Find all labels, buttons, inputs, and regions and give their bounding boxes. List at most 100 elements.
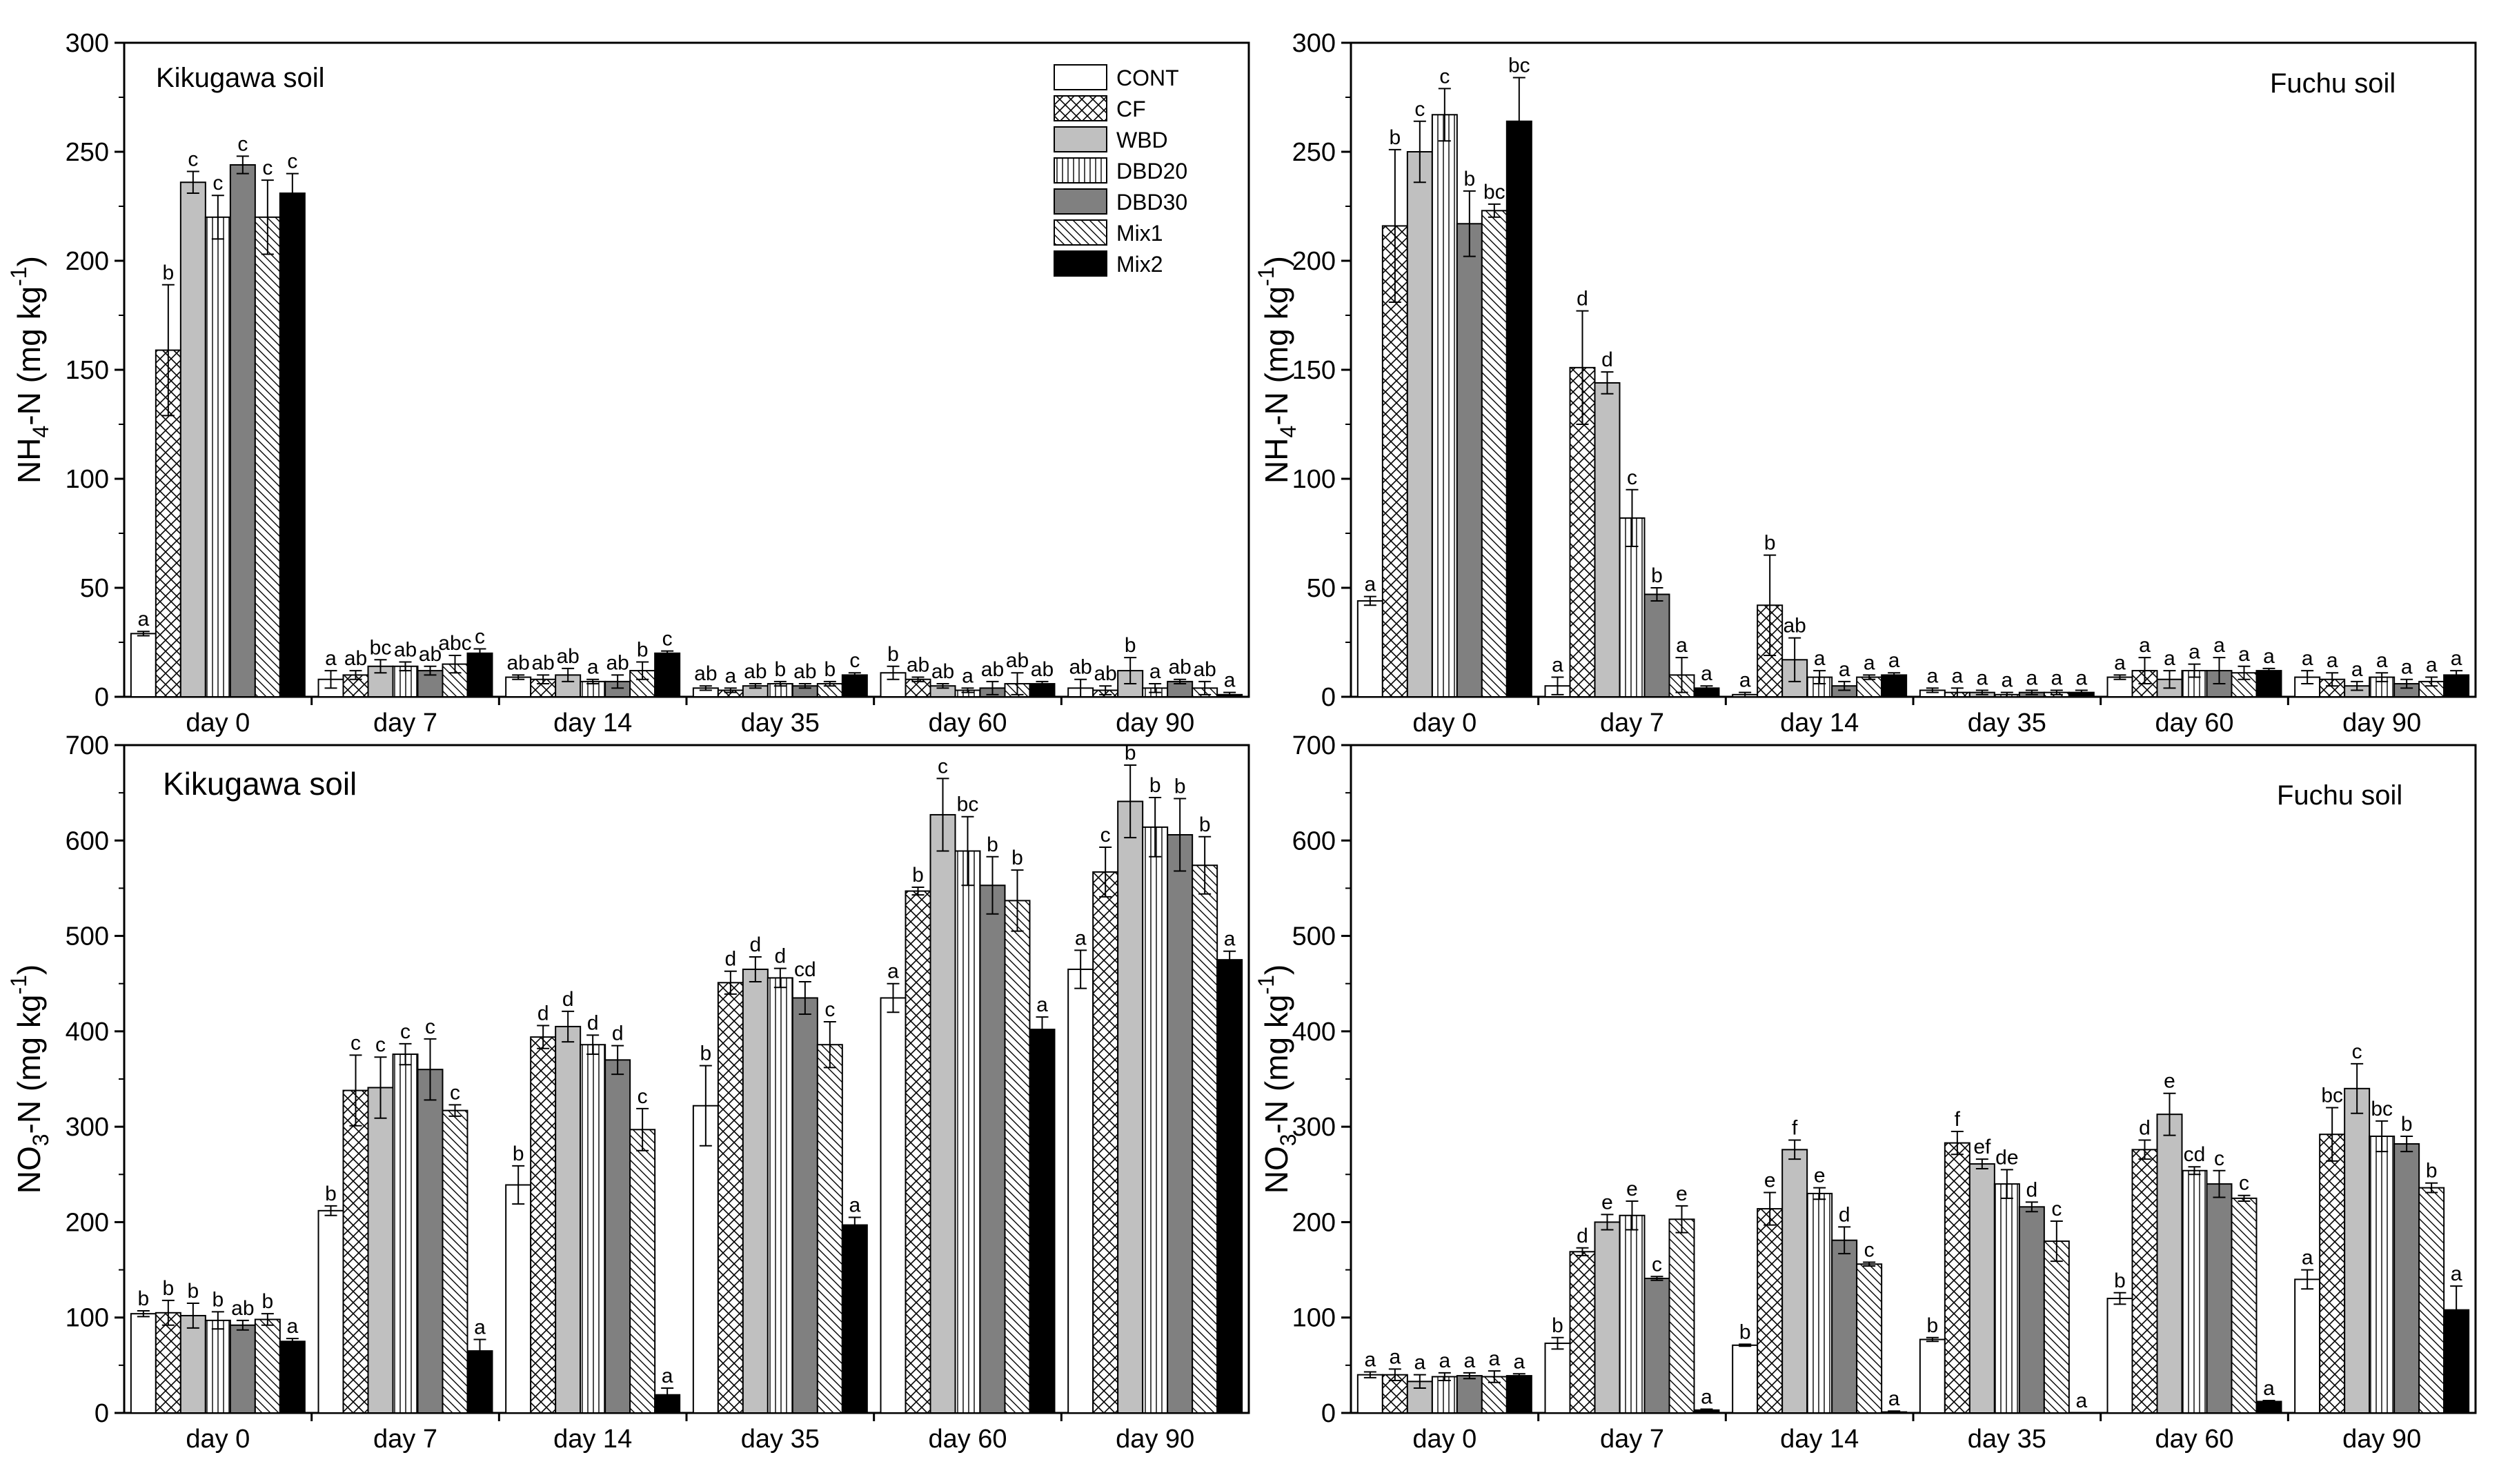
bar-wbd-day-35 bbox=[742, 968, 769, 1414]
x-tick-label: day 35 bbox=[741, 709, 820, 738]
significance-label: ab bbox=[419, 643, 442, 666]
y-ticks: 0 50 100 150 200 250 300 bbox=[66, 29, 124, 712]
significance-label: c bbox=[638, 1085, 648, 1108]
x-tick-label: day 60 bbox=[2155, 709, 2233, 738]
significance-label: a bbox=[1701, 1385, 1712, 1408]
significance-label: b bbox=[637, 638, 649, 661]
y-tick-label: 0 bbox=[1321, 683, 1336, 712]
x-tick-label: day 7 bbox=[1600, 1425, 1664, 1454]
bar-mix1-day-35 bbox=[2043, 1240, 2070, 1414]
significance-label: c bbox=[2051, 1198, 2062, 1220]
significance-label: ef bbox=[1973, 1136, 1991, 1158]
bar-mix2-day-60 bbox=[2255, 670, 2282, 698]
bar-dbd30-day-7 bbox=[1643, 593, 1670, 698]
bar-mix1-day-14 bbox=[1856, 1263, 1883, 1414]
legend-label-mix2: Mix2 bbox=[1116, 252, 1163, 277]
significance-label: a bbox=[1488, 1347, 1500, 1370]
significance-label: ab bbox=[606, 651, 629, 674]
y-ticks: 0 100 200 300 400 500 600 700 bbox=[66, 731, 124, 1428]
bar-dbd20-day-90 bbox=[2369, 1135, 2396, 1414]
bar-cont-day-7 bbox=[1544, 1343, 1571, 1414]
bar-wbd-day-0 bbox=[1406, 151, 1433, 698]
x-tick-label: day 90 bbox=[2342, 1425, 2421, 1454]
significance-label: a bbox=[1888, 1387, 1900, 1410]
bar-cf-day-7 bbox=[1569, 1251, 1596, 1414]
bar-dbd30-day-60 bbox=[2206, 1183, 2233, 1414]
significance-label: d bbox=[774, 945, 786, 968]
legend: CONT CF WBD DBD20 DBD30 Mix1 Mix2 bbox=[1054, 64, 1187, 277]
bar-mix2-day-60 bbox=[1029, 1029, 1056, 1414]
significance-label: a bbox=[2238, 643, 2250, 666]
significance-label: b bbox=[1125, 742, 1136, 764]
x-ticks: day 0 day 7 day 14 day 35 day 60 day 90 bbox=[186, 1413, 1194, 1454]
significance-label: ab bbox=[1031, 658, 1054, 681]
significance-label: b bbox=[700, 1042, 712, 1065]
significance-label: a bbox=[2213, 634, 2225, 657]
significance-label: c bbox=[287, 150, 297, 173]
significance-label: ab bbox=[981, 658, 1004, 681]
bar-wbd-day-7 bbox=[1594, 382, 1621, 698]
significance-label: a bbox=[1927, 664, 1939, 687]
bar-cf-day-7 bbox=[342, 1089, 369, 1414]
x-tick-label: day 14 bbox=[1780, 1425, 1859, 1454]
significance-label: c bbox=[475, 625, 485, 648]
significance-label: f bbox=[1792, 1117, 1798, 1140]
bar-cf-day-0 bbox=[1381, 225, 1408, 698]
bar-cont-day-14 bbox=[505, 676, 532, 698]
y-axis-label: NO3-N (mg kg-1) bbox=[6, 964, 53, 1194]
bar-cont-day-0 bbox=[1356, 1374, 1383, 1414]
significance-label: a bbox=[1513, 1350, 1525, 1373]
significance-label: c bbox=[2239, 1172, 2249, 1195]
bar-dbd30-day-7 bbox=[1643, 1278, 1670, 1414]
y-tick-label: 300 bbox=[66, 29, 109, 58]
significance-label: c bbox=[213, 172, 223, 195]
significance-label: a bbox=[2302, 1247, 2313, 1269]
significance-label: b bbox=[2426, 1160, 2438, 1183]
bar-mix1-day-7 bbox=[442, 1109, 468, 1414]
bar-cont-day-90 bbox=[2294, 1278, 2321, 1414]
significance-label: c bbox=[1439, 65, 1450, 88]
significance-label: a bbox=[1976, 667, 1988, 690]
significance-label: a bbox=[2139, 634, 2151, 657]
bar-wbd-day-14 bbox=[555, 1025, 582, 1414]
bar-dbd30-day-0 bbox=[229, 164, 256, 698]
bar-wbd-day-90 bbox=[2344, 1087, 2371, 1414]
significance-label: b bbox=[162, 1277, 174, 1300]
significance-label: d bbox=[587, 1011, 599, 1034]
significance-label: b bbox=[1011, 847, 1023, 869]
significance-label: a bbox=[1439, 1349, 1450, 1372]
bar-mix1-day-0 bbox=[254, 216, 281, 698]
significance-label: b bbox=[138, 1287, 150, 1310]
significance-label: ab bbox=[394, 638, 417, 661]
bar-dbd20-day-60 bbox=[954, 850, 981, 1414]
significance-label: bc bbox=[370, 636, 392, 659]
legend-label-mix1: Mix1 bbox=[1116, 221, 1163, 246]
bar-cont-day-0 bbox=[130, 1313, 157, 1414]
significance-label: d bbox=[749, 933, 761, 956]
x-tick-label: day 90 bbox=[1116, 1425, 1194, 1454]
y-tick-label: 400 bbox=[66, 1018, 109, 1047]
significance-label: b bbox=[774, 658, 786, 681]
significance-label: d bbox=[724, 948, 736, 971]
significance-label: d bbox=[1577, 288, 1588, 310]
y-tick-label: 50 bbox=[1307, 574, 1336, 603]
significance-label: b bbox=[987, 833, 998, 856]
y-tick-label: 200 bbox=[1292, 247, 1336, 276]
significance-label: ab bbox=[907, 654, 929, 677]
significance-label: a bbox=[1389, 1345, 1401, 1368]
significance-label: a bbox=[1676, 634, 1688, 657]
significance-label: b bbox=[187, 1280, 199, 1303]
bar-mix1-day-60 bbox=[1004, 900, 1031, 1414]
significance-label: b bbox=[2401, 1113, 2413, 1136]
y-tick-label: 100 bbox=[66, 465, 109, 494]
bar-dbd30-day-35 bbox=[2018, 1206, 2045, 1414]
x-tick-label: day 35 bbox=[741, 1425, 820, 1454]
bar-dbd30-day-14 bbox=[1831, 1239, 1858, 1414]
chart-nh4-kikugawa: Kikugawa soil NH4-N (mg kg-1) 0 50 100 150 2… bbox=[6, 29, 1250, 738]
significance-label: c bbox=[2214, 1147, 2224, 1170]
significance-label: b bbox=[1199, 813, 1211, 836]
significance-label: b bbox=[1927, 1314, 1939, 1337]
significance-label: e bbox=[1601, 1191, 1613, 1214]
x-tick-label: day 60 bbox=[928, 1425, 1007, 1454]
